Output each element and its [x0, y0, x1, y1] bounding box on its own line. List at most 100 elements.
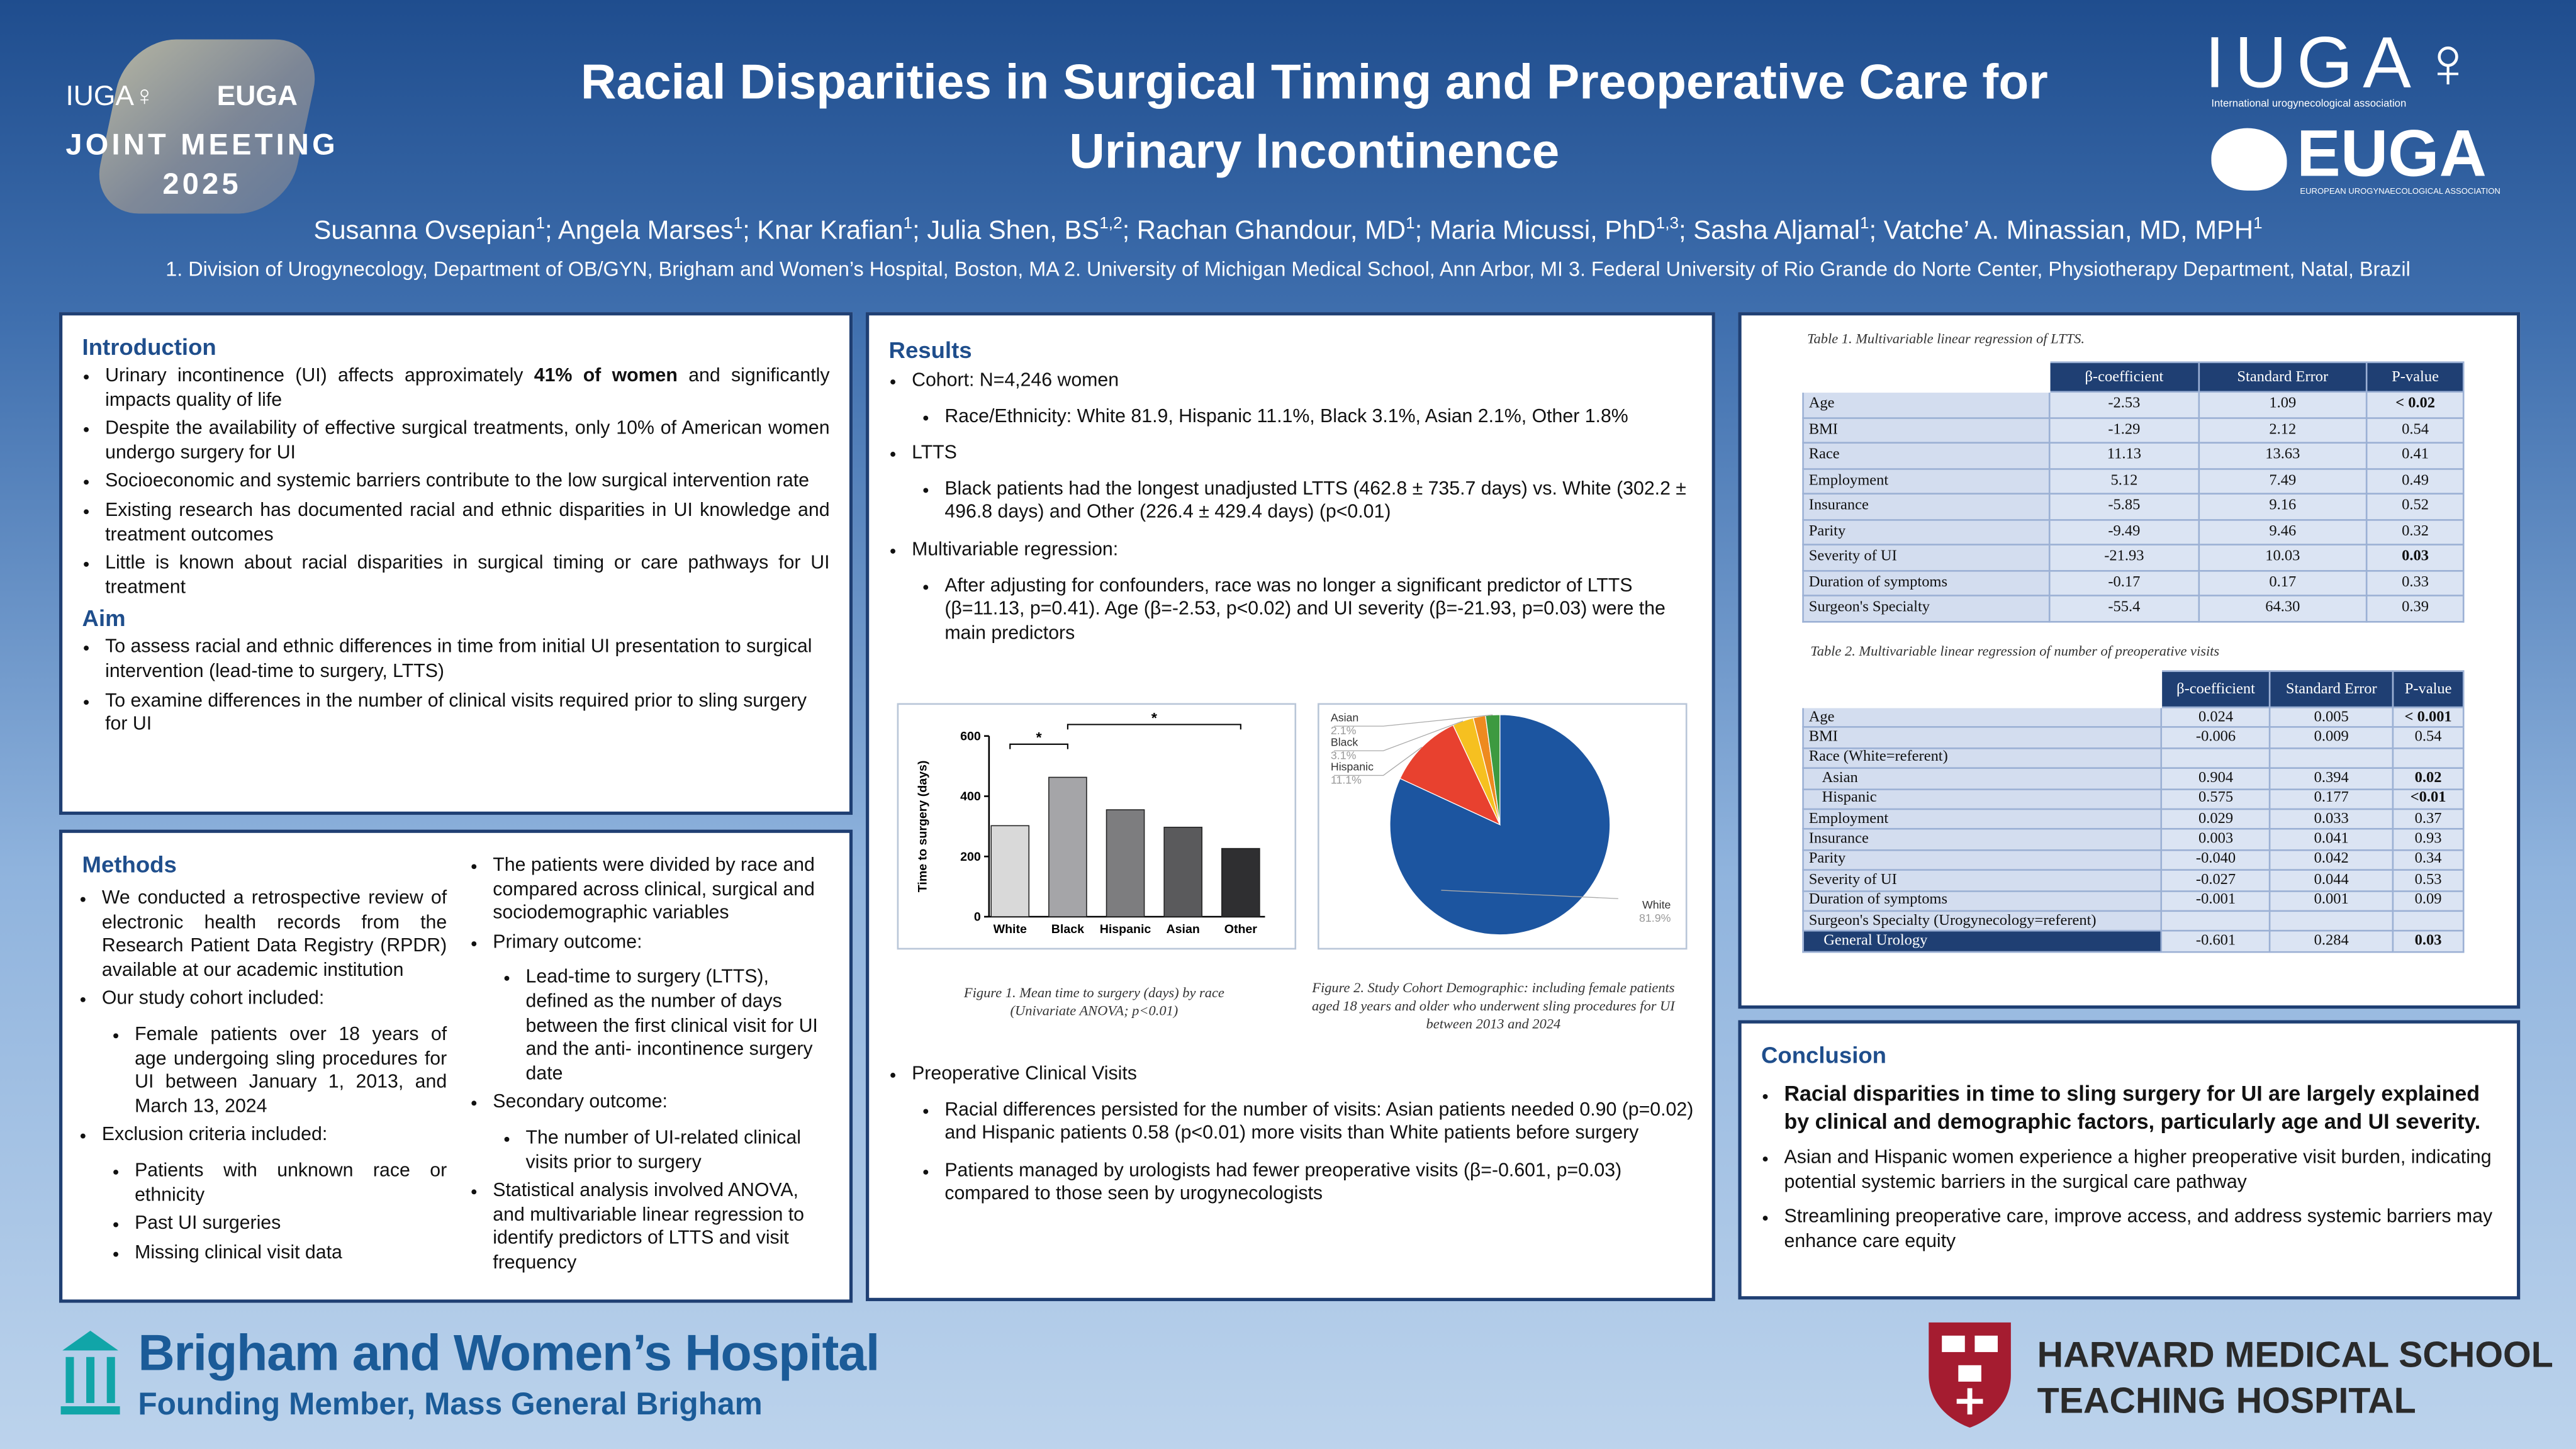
- table-header-row: β-coefficient Standard Error P-value: [1802, 670, 2465, 708]
- hms-shield: [1929, 1322, 2011, 1428]
- table-cell: [2161, 910, 2271, 932]
- heading: Conclusion: [1761, 1041, 1887, 1068]
- table-cell: 0.284: [2269, 930, 2394, 953]
- significance-marker: *: [1151, 710, 1158, 726]
- bullet-text: Existing research has documented racial …: [105, 499, 830, 545]
- table-cell: [2269, 747, 2394, 769]
- table-cell: -0.601: [2161, 930, 2271, 953]
- bullet: Racial differences persisted for the num…: [944, 1099, 1694, 1146]
- bullet: Asian and Hispanic women experience a hi…: [1784, 1147, 2497, 1195]
- table-row-label: Age: [1802, 391, 2051, 418]
- table-cell: 0.54: [2392, 727, 2465, 749]
- meeting-logo: IUGA♀ EUGA JOINT MEETING 2025: [46, 36, 358, 216]
- icon-column: [106, 1357, 115, 1403]
- bullet-text: The number of UI-related clinical visits…: [525, 1127, 801, 1173]
- table-header: P-value: [2366, 361, 2465, 393]
- table-row-label: BMI: [1802, 416, 2051, 444]
- table-cell: -2.53: [2049, 391, 2199, 418]
- author-name: Susanna Ovsepian: [313, 217, 536, 245]
- table-header: P-value: [2392, 670, 2465, 708]
- methods-column: The patients were divided by race and co…: [470, 849, 835, 1280]
- bwh-sub: Founding Member, Mass General Brigham: [138, 1388, 763, 1423]
- author-affiliation: 1,3: [1655, 215, 1679, 233]
- table-cell: [2392, 910, 2465, 932]
- bullet: Black patients had the longest unadjuste…: [944, 478, 1692, 525]
- table-row: Race 11.13 13.63 0.41: [1802, 442, 2465, 469]
- table-cell: -55.4: [2049, 595, 2199, 622]
- pie-label: Asian: [1331, 711, 1358, 724]
- regression-table: β-coefficient Standard Error P-value Age 0.0…: [1802, 670, 2465, 953]
- bullet-text: Past UI surgeries: [135, 1212, 281, 1234]
- table-wrap: β-coefficient Standard Error P-value Age -2.…: [1802, 361, 2465, 622]
- table-cell: 0.34: [2392, 849, 2465, 871]
- pie-label: Black: [1331, 736, 1358, 748]
- bullet: Multivariable regression: After adjusting…: [912, 539, 1692, 646]
- figure2-caption: Figure 2. Study Cohort Demographic: incl…: [1312, 979, 1675, 1032]
- bullet-text: Primary outcome:: [493, 931, 642, 953]
- shield-cross: [1956, 1388, 1983, 1415]
- author-separator: ;: [1678, 217, 1694, 245]
- bar: [1106, 809, 1145, 917]
- table-row: Insurance 0.003 0.041 0.93: [1802, 828, 2465, 851]
- author-name: Maria Micussi, PhD: [1429, 217, 1656, 245]
- author-name: Angela Marses: [557, 217, 734, 245]
- bullet-text: Missing clinical visit data: [135, 1241, 342, 1263]
- bullet-list: Patients with unknown race or ethnicity P…: [102, 1160, 447, 1265]
- table-cell: [2392, 747, 2465, 769]
- table-cell: < 0.02: [2366, 391, 2465, 418]
- table-row: BMI -0.006 0.009 0.54: [1802, 727, 2465, 749]
- methods-panel: Methods We conducted a retrospective rev…: [59, 829, 853, 1303]
- table-row-label: Surgeon's Specialty (Urogynecology=refer…: [1802, 910, 2163, 932]
- author-name: Julia Shen, BS: [927, 217, 1100, 245]
- table-row-label: Insurance: [1802, 828, 2163, 851]
- table-cell: 0.003: [2161, 828, 2271, 851]
- table-cell: -0.006: [2161, 727, 2271, 749]
- meeting-iuga: IUGA♀: [65, 80, 155, 112]
- bullet-text: and significantly impacts quality of lif…: [105, 364, 830, 410]
- bullet-text: Despite the availability of effective su…: [105, 417, 830, 463]
- results-body: Preoperative Clinical Visits Racial diffe…: [889, 1058, 1694, 1221]
- table-row-label: Parity: [1802, 518, 2051, 545]
- bullet-list: The patients were divided by race and co…: [470, 854, 835, 1276]
- table-cell: 0.03: [2392, 930, 2465, 953]
- bullet-list: Black patients had the longest unadjuste…: [912, 478, 1692, 525]
- bullet: Lead-time to surgery (LTTS), defined as …: [526, 966, 835, 1087]
- bullet: Primary outcome: Lead-time to surgery (LT…: [493, 931, 834, 1087]
- author-affiliation: 1: [733, 215, 743, 233]
- bullet-text: To examine differences in the number of …: [105, 689, 807, 735]
- table-cell: 0.49: [2366, 467, 2465, 495]
- authors: Susanna Ovsepian1; Angela Marses1; Knar …: [0, 215, 2576, 247]
- bullet: Cohort: N=4,246 women Race/Ethnicity: Whi…: [912, 369, 1692, 428]
- table-row-label: Severity of UI: [1802, 869, 2163, 892]
- table-cell: 0.54: [2366, 416, 2465, 444]
- bullet-text: Exclusion criteria included:: [101, 1124, 328, 1146]
- bullet-text: Race/Ethnicity: White 81.9, Hispanic 11.…: [944, 405, 1628, 427]
- aim-body: To assess racial and ethnic differences …: [82, 636, 830, 737]
- table-header: β-coefficient: [2161, 670, 2271, 708]
- bullet: Race/Ethnicity: White 81.9, Hispanic 11.…: [944, 405, 1692, 429]
- meeting-year: 2025: [162, 167, 242, 201]
- leader-line: [1334, 720, 1464, 751]
- bullet: Missing clinical visit data: [135, 1241, 447, 1265]
- bullet-text: Streamlining preoperative care, improve …: [1784, 1206, 2493, 1252]
- icon-roof: [62, 1330, 118, 1351]
- table-header: β-coefficient: [2049, 361, 2199, 393]
- author-affiliation: 1: [2253, 215, 2263, 233]
- author-separator: ;: [1869, 217, 1884, 245]
- table-row-label: Hispanic: [1802, 788, 2163, 810]
- pie-value-label: 11.1%: [1331, 773, 1362, 786]
- icon-base: [60, 1406, 120, 1415]
- table-row-label: Surgeon's Specialty: [1802, 595, 2051, 622]
- bullet-text: Secondary outcome:: [493, 1091, 668, 1113]
- table-cell: 2.12: [2197, 416, 2368, 444]
- bullet-list: The number of UI-related clinical visits…: [493, 1127, 834, 1175]
- author-affiliation: 1,2: [1099, 215, 1123, 233]
- bullet-text: Urinary incontinence (UI) affects approx…: [105, 364, 534, 386]
- table-cell: 10.03: [2197, 544, 2368, 571]
- table-row-label: General Urology: [1802, 930, 2163, 953]
- bullet: Little is known about racial disparities…: [105, 552, 829, 600]
- significance-bracket: [1009, 743, 1068, 749]
- bullet: Exclusion criteria included: Patients wit…: [102, 1124, 447, 1265]
